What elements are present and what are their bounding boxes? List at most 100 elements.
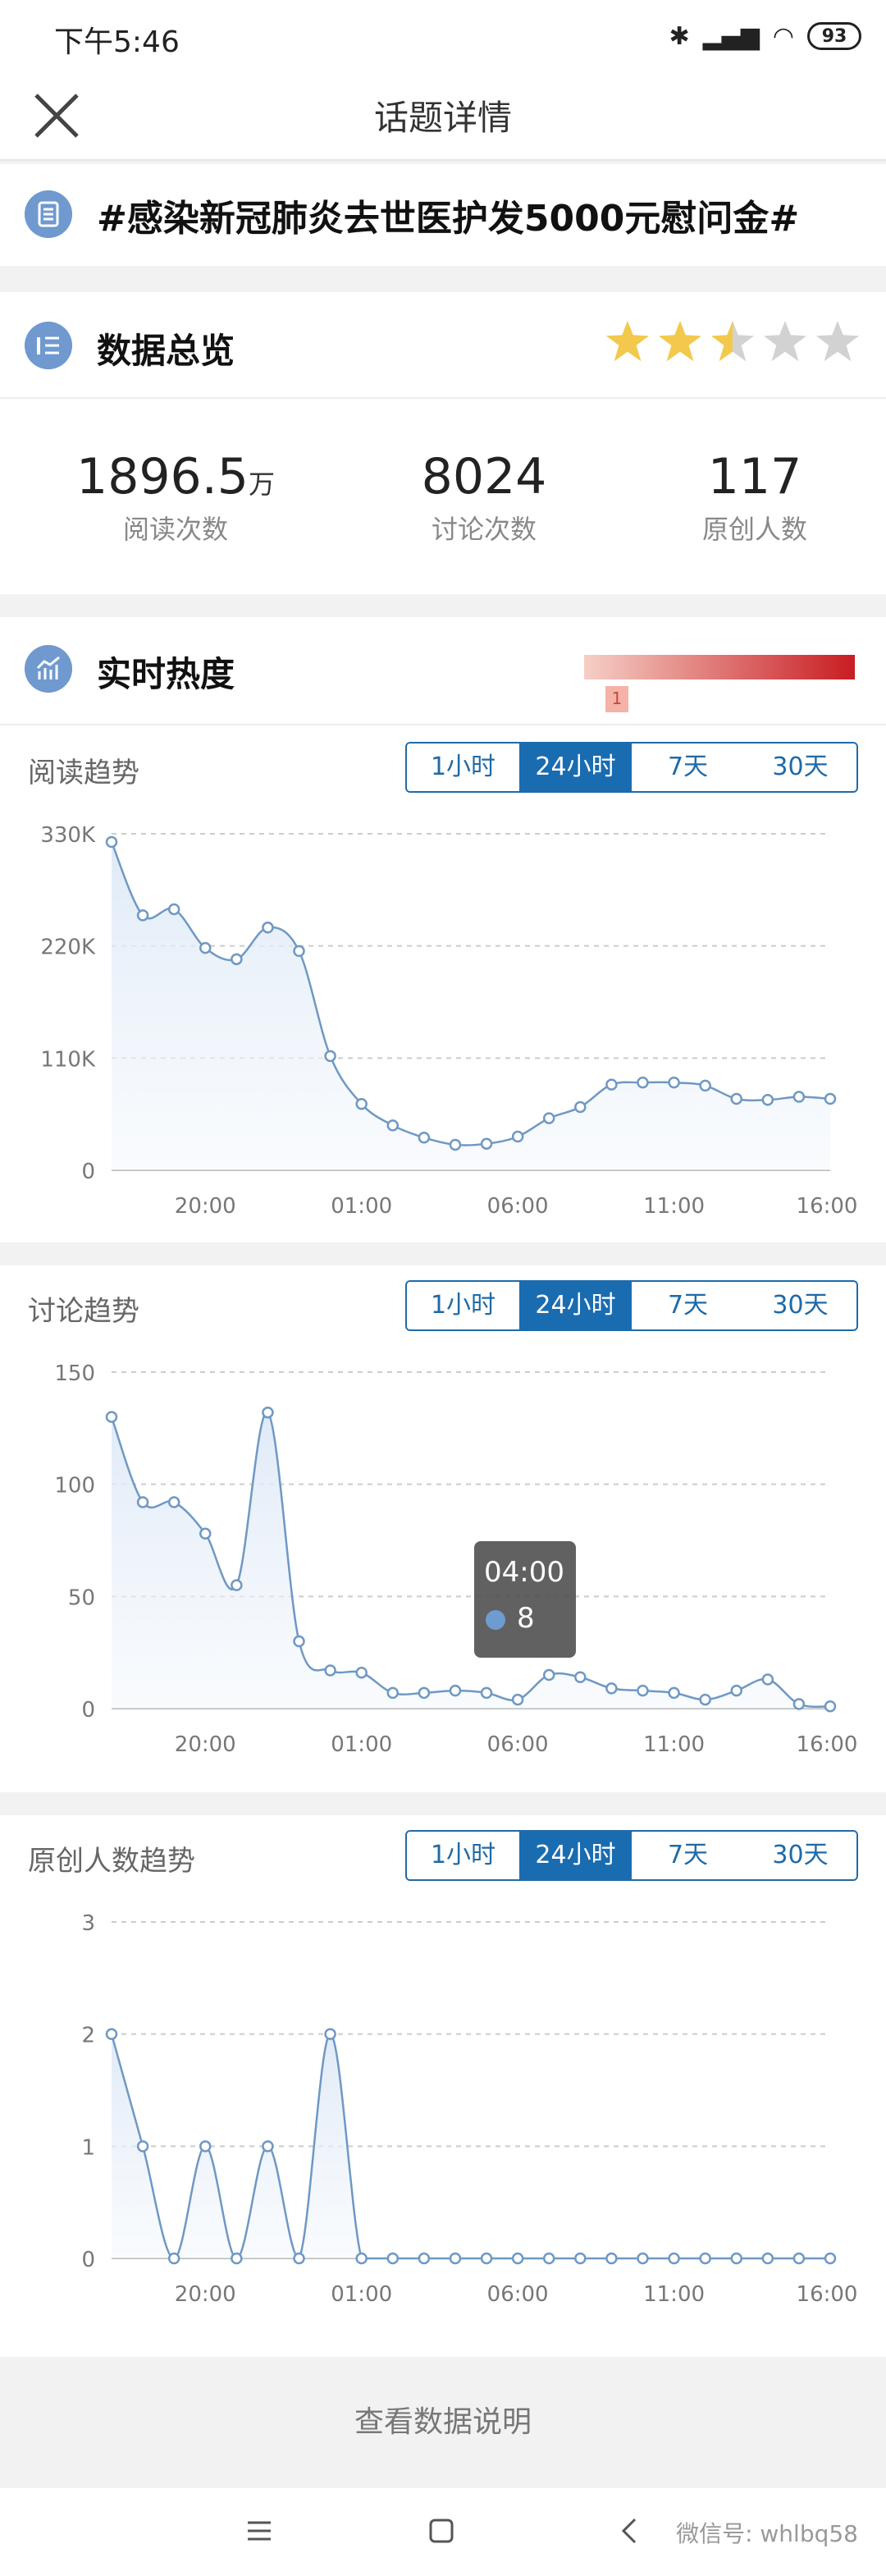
data-point <box>574 2252 587 2265</box>
chart-tooltip: 04:00 8 <box>474 1541 576 1658</box>
data-point <box>231 953 243 966</box>
data-point <box>418 1131 431 1144</box>
menu-icon[interactable] <box>243 2514 276 2547</box>
data-point <box>511 2252 524 2265</box>
battery-icon: 93 <box>807 22 861 50</box>
data-point <box>136 1496 149 1508</box>
star-icon <box>815 320 860 362</box>
data-point <box>231 1579 243 1591</box>
data-point <box>167 2252 180 2265</box>
data-point <box>199 941 212 954</box>
tab-24h[interactable]: 24小时 <box>519 1282 632 1329</box>
data-point <box>324 2028 336 2040</box>
data-point <box>199 2140 212 2153</box>
data-explanation-button[interactable]: 查看数据说明 <box>0 2357 886 2488</box>
data-point <box>792 2252 806 2265</box>
data-point <box>355 1097 368 1110</box>
x-tick-label: 11:00 <box>643 1194 705 1219</box>
document-icon <box>25 190 72 238</box>
data-point <box>231 2252 243 2265</box>
stat-value: 117 <box>707 448 802 506</box>
data-point <box>386 1119 400 1132</box>
chart-title: 讨论趋势 <box>28 1295 139 1328</box>
y-tick-label: 100 <box>54 1474 95 1498</box>
data-point <box>324 1050 336 1063</box>
tab-1h[interactable]: 1小时 <box>407 1832 519 1879</box>
data-point <box>668 1686 680 1700</box>
tab-1h[interactable]: 1小时 <box>407 1282 519 1329</box>
y-tick-label: 0 <box>81 2248 95 2272</box>
data-point <box>824 1700 837 1713</box>
stat-originals: 117 原创人数 <box>632 448 878 547</box>
data-point <box>136 2140 149 2153</box>
tab-1h[interactable]: 1小时 <box>407 744 519 791</box>
data-point <box>542 1112 555 1124</box>
tab-30d[interactable]: 30天 <box>744 744 856 791</box>
tooltip-time: 04:00 <box>484 1556 564 1589</box>
data-point <box>355 2252 368 2265</box>
tab-7d[interactable]: 7天 <box>632 1282 744 1329</box>
x-tick-label: 11:00 <box>643 1732 705 1757</box>
data-point <box>542 2252 555 2265</box>
x-tick-label: 20:00 <box>175 1194 236 1219</box>
discussion-trend-chart: 0 50 100 150 20:00 01:00 06:00 11:00 16:00 <box>54 1361 857 1757</box>
data-point <box>262 1406 274 1419</box>
watermark: 微信号: whlbq58 <box>676 2520 858 2547</box>
x-tick-label: 06:00 <box>487 1732 549 1757</box>
tab-30d[interactable]: 30天 <box>744 1282 856 1329</box>
time-range-tabs: 1小时 24小时 7天 30天 <box>405 1280 858 1331</box>
stat-discussions: 8024 讨论次数 <box>361 448 607 547</box>
data-point <box>449 2252 462 2265</box>
data-point <box>699 1693 711 1706</box>
y-tick-label: 220K <box>40 936 96 960</box>
data-point <box>105 835 118 849</box>
data-point <box>792 1091 806 1103</box>
y-tick-label: 3 <box>81 1911 95 1936</box>
stat-reads: 1896.5万 阅读次数 <box>53 448 299 547</box>
stat-value: 1896.5 <box>76 448 249 506</box>
series-area <box>112 1412 830 1709</box>
back-icon[interactable] <box>617 2514 642 2547</box>
x-tick-label: 20:00 <box>175 1732 236 1757</box>
y-tick-label: 50 <box>68 1585 95 1610</box>
data-point <box>262 2140 274 2153</box>
data-point <box>574 1671 587 1683</box>
nav-bar: 话题详情 <box>0 72 886 161</box>
x-tick-label: 01:00 <box>331 1194 392 1219</box>
home-icon[interactable] <box>425 2514 458 2547</box>
data-point <box>418 1686 431 1700</box>
tab-7d[interactable]: 7天 <box>632 1832 744 1879</box>
topic-card: #感染新冠肺炎去世医护发5000元慰问金# <box>0 164 886 266</box>
close-icon[interactable] <box>25 84 90 149</box>
y-tick-label: 2 <box>81 2024 95 2048</box>
data-point <box>605 1682 618 1695</box>
data-point <box>824 1092 837 1105</box>
data-point <box>262 922 274 934</box>
data-point <box>105 2028 118 2040</box>
read-trend-chart: 0 110K 220K 330K 20:00 01:00 06:00 11:00 16:00 <box>40 823 857 1219</box>
time-range-tabs: 1小时 24小时 7天 30天 <box>405 1830 858 1881</box>
signal-icon: ▂▄▆ <box>702 21 760 51</box>
data-point <box>761 1673 774 1686</box>
data-point <box>293 945 305 958</box>
wifi-icon: ◠ <box>772 21 794 51</box>
data-point <box>355 1667 368 1679</box>
data-point <box>699 1079 711 1092</box>
series-area <box>112 841 830 1170</box>
data-point <box>511 1130 524 1143</box>
data-point <box>637 1076 649 1089</box>
tab-30d[interactable]: 30天 <box>744 1832 856 1879</box>
tab-7d[interactable]: 7天 <box>632 744 744 791</box>
stat-label: 讨论次数 <box>431 514 537 545</box>
tab-24h[interactable]: 24小时 <box>519 744 632 791</box>
y-tick-label: 150 <box>54 1361 95 1386</box>
data-point <box>324 1664 336 1677</box>
star-icon <box>658 320 702 362</box>
discussion-trend-section: 讨论趋势 1小时 24小时 7天 30天 0 50 100 150 20:00 01:00… <box>0 1265 886 1792</box>
data-point <box>386 1686 400 1700</box>
original-trend-section: 原创人数趋势 1小时 24小时 7天 30天 0 1 2 3 20:00 01:00 06:… <box>0 1815 886 2357</box>
tab-24h[interactable]: 24小时 <box>519 1832 632 1879</box>
bluetooth-icon: ✱ <box>669 21 690 51</box>
tooltip-series-dot <box>486 1610 505 1630</box>
y-tick-label: 110K <box>40 1047 96 1072</box>
